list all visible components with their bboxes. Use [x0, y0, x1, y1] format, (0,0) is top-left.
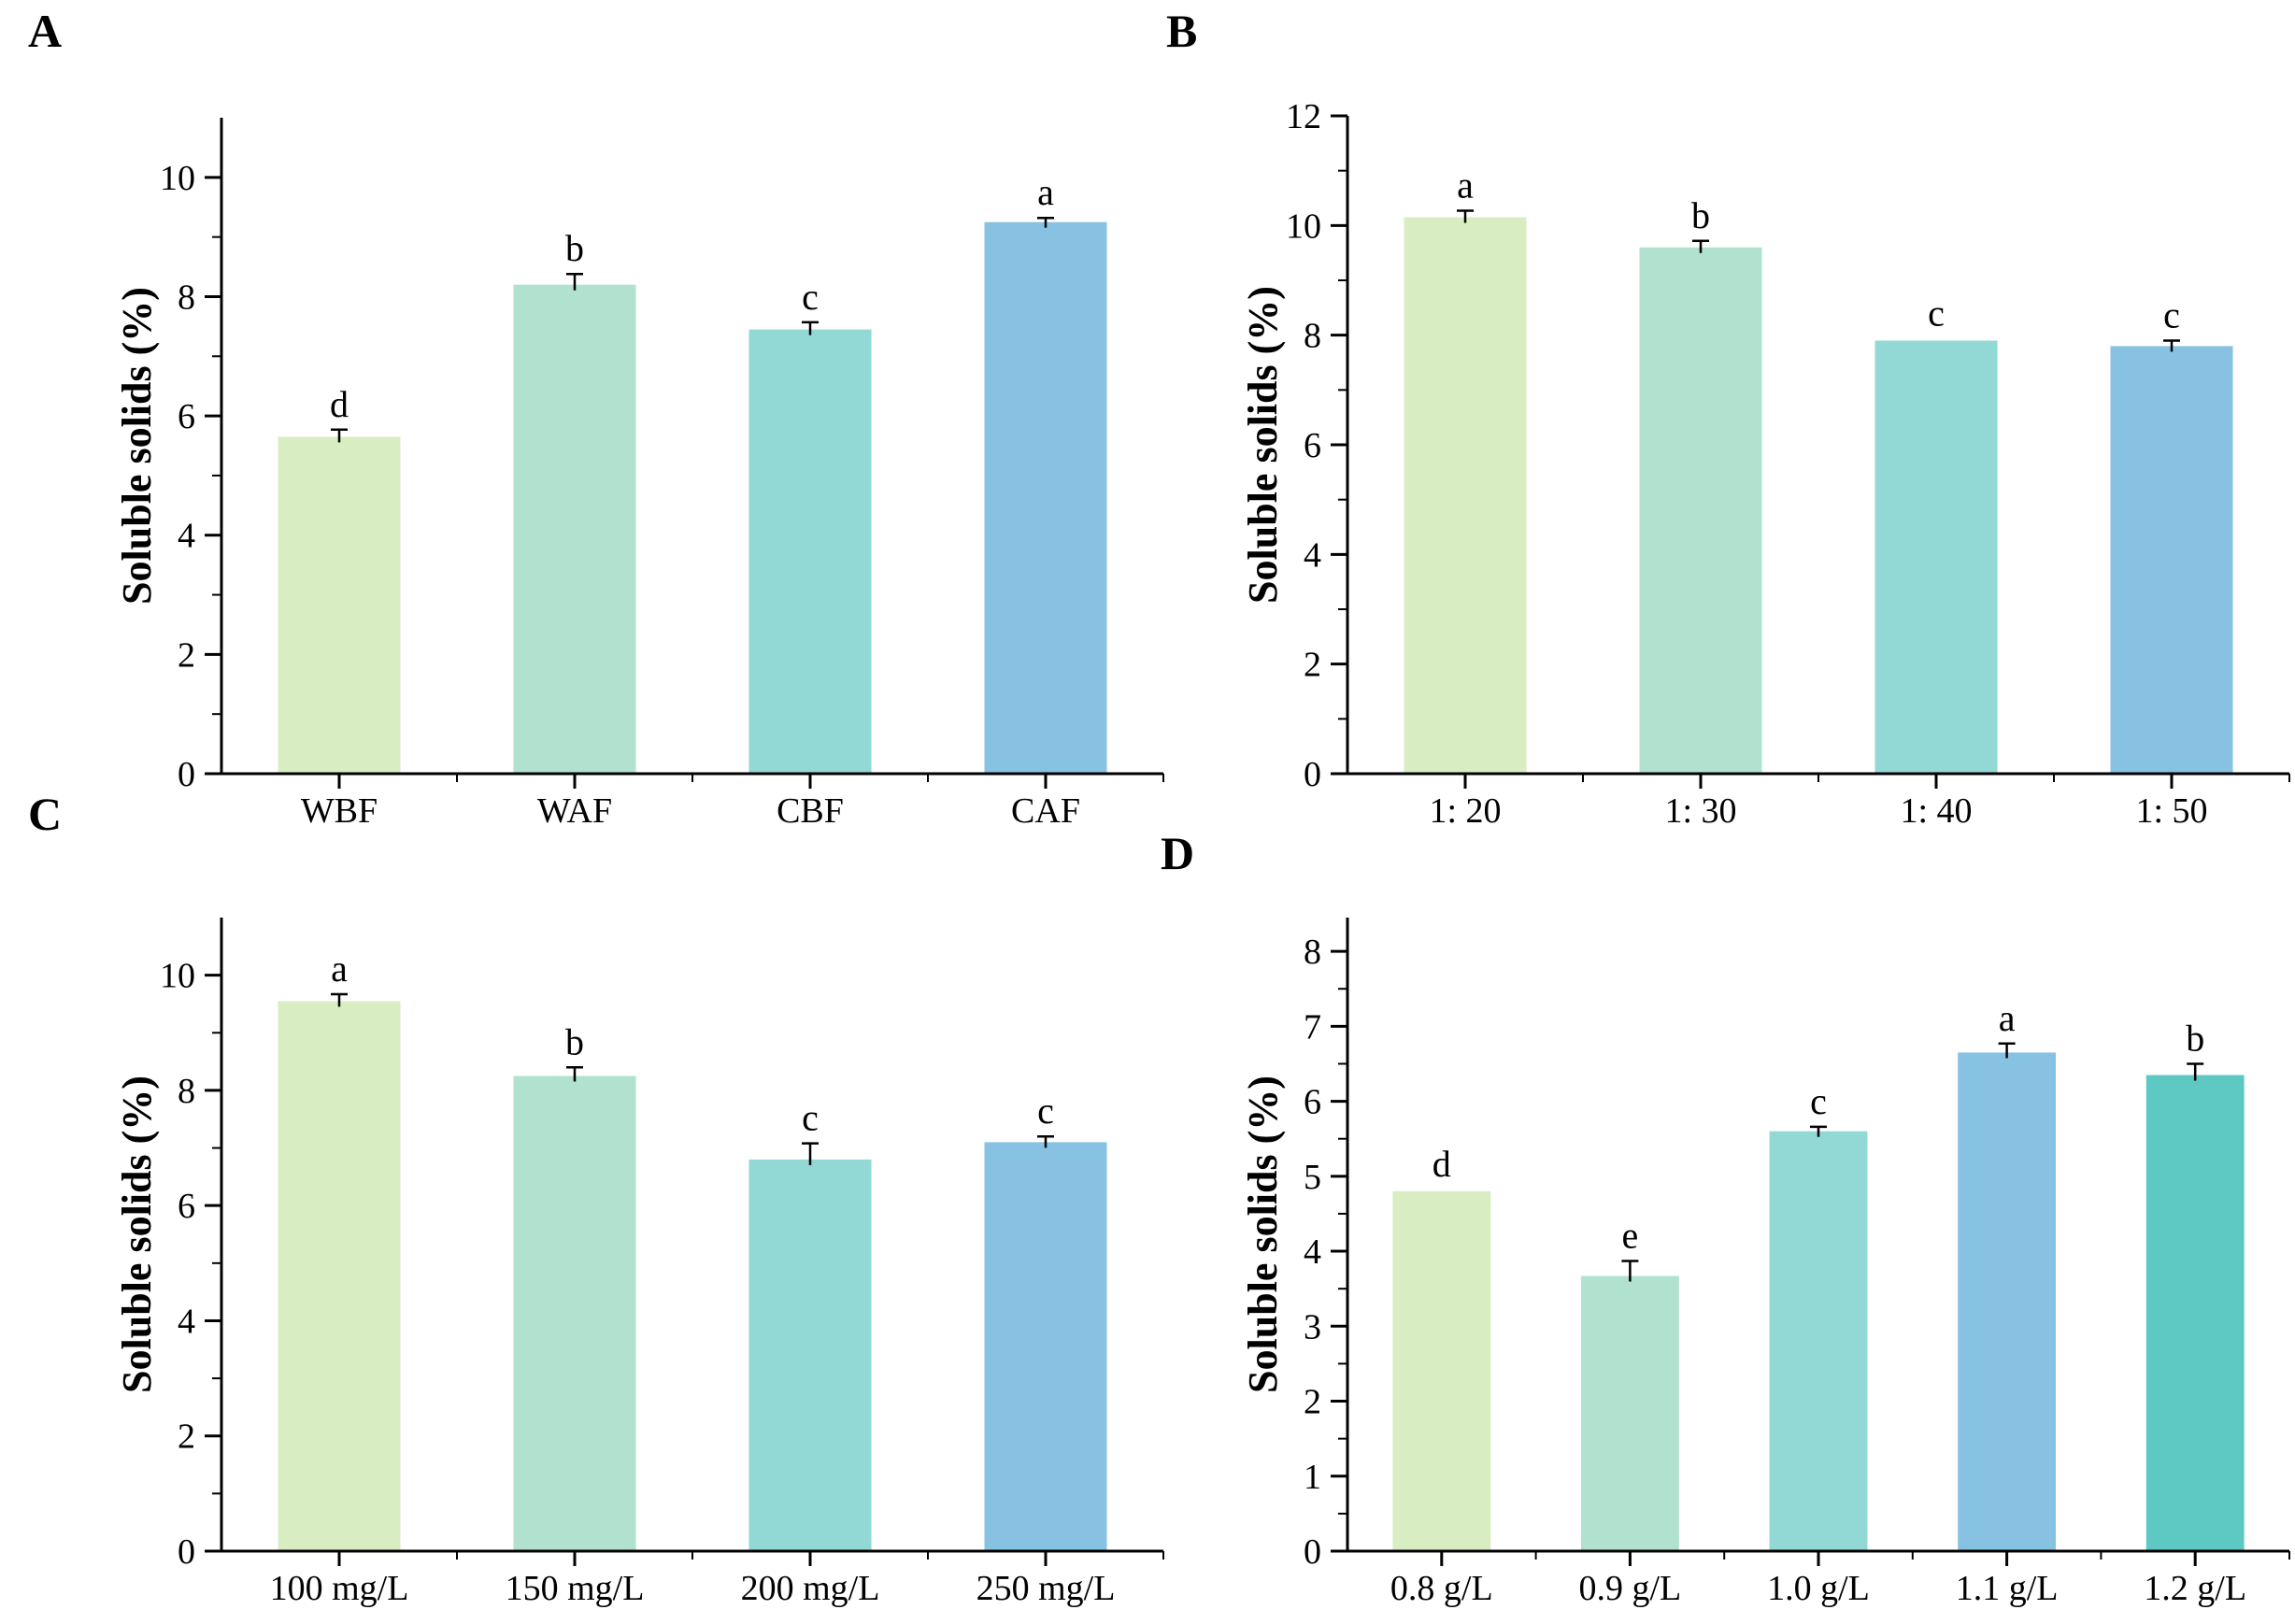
x-tick-label: 0.9 g/L: [1579, 1569, 1682, 1608]
panel-c-chart: a b c c 0 2 4 6 8 10 100 mg/L 150 mg/L 200 mg/L 250 m…: [0, 812, 1164, 1624]
x-tick-label: 150 mg/L: [506, 1569, 645, 1608]
bar-1.2 g/L: [2145, 1075, 2245, 1551]
panel-label-b: B: [1166, 5, 1198, 57]
bar-0.8 g/L: [1392, 1190, 1491, 1551]
bar-CAF: [984, 221, 1107, 774]
bar-1：40: [1874, 340, 1998, 774]
y-tick-label: 6: [1304, 1083, 1321, 1122]
bar-1：20: [1404, 217, 1527, 775]
y-tick-label: 6: [178, 1187, 195, 1226]
x-tick-label: 200 mg/L: [741, 1569, 880, 1608]
y-tick-label: 8: [178, 278, 195, 317]
y-tick-label: 10: [160, 159, 195, 198]
x-tick-label: 1.1 g/L: [1956, 1569, 2059, 1608]
y-tick-label: 10: [160, 957, 195, 996]
x-tick-label: 100 mg/L: [270, 1569, 409, 1608]
x-tick-label: 1: 30: [1664, 791, 1736, 831]
significance-letter: a: [1037, 171, 1054, 213]
significance-letter: b: [565, 227, 584, 269]
y-tick-label: 2: [178, 1417, 195, 1457]
significance-letter: c: [1810, 1080, 1827, 1122]
bar-1：50: [2110, 346, 2233, 774]
x-tick-label: 1: 20: [1429, 791, 1501, 831]
significance-letter: a: [331, 947, 348, 990]
significance-letter: d: [330, 383, 349, 425]
panel-d-chart: d e c a b 0 1 2 3 4 5 6 7 8 0.8 g/L 0.9 g/L 1.0 g/L 1.1 g…: [1148, 812, 2295, 1624]
y-tick-label: 6: [178, 397, 195, 436]
y-axis-title: Soluble solids (%): [1240, 286, 1286, 604]
x-tick-label: 250 mg/L: [976, 1569, 1116, 1608]
bar-1：30: [1639, 247, 1762, 774]
y-tick-label: 6: [1304, 426, 1321, 465]
y-axis-title: Soluble solids (%): [1240, 1076, 1286, 1393]
y-tick-label: 8: [1304, 317, 1321, 356]
significance-letter: e: [1622, 1214, 1639, 1256]
significance-letter: a: [1457, 164, 1474, 206]
significance-letter: b: [2186, 1017, 2204, 1059]
bar-chart-d: d e c a b 0 1 2 3 4 5 6 7 8 0.8 g/L 0.9 g/L 1.0 g/L 1.1 g…: [1240, 918, 2290, 1608]
panel-label-d: D: [1161, 827, 1195, 879]
bar-250 mg/L: [984, 1142, 1107, 1551]
y-tick-label: 0: [178, 755, 195, 794]
bar-200 mg/L: [748, 1159, 872, 1551]
significance-letter: a: [1999, 997, 2016, 1039]
y-tick-label: 2: [1304, 1383, 1321, 1422]
y-tick-label: 2: [1304, 646, 1321, 685]
y-tick-label: 1: [1304, 1458, 1321, 1497]
y-tick-label: 8: [178, 1072, 195, 1111]
y-tick-label: 4: [178, 517, 195, 556]
y-tick-label: 0: [1304, 755, 1321, 794]
x-tick-label: 0.8 g/L: [1390, 1569, 1493, 1608]
bar-chart-c: a b c c 0 2 4 6 8 10 100 mg/L 150 mg/L 200 mg/L 250 m…: [114, 918, 1164, 1608]
significance-letter: c: [1928, 292, 1945, 335]
y-tick-label: 3: [1304, 1307, 1321, 1346]
significance-letter: b: [565, 1020, 584, 1062]
significance-letter: d: [1433, 1143, 1451, 1185]
y-tick-label: 4: [1304, 1232, 1321, 1272]
x-tick-label: CAF: [1011, 791, 1080, 831]
y-tick-label: 2: [178, 635, 195, 675]
y-tick-label: 10: [1286, 207, 1321, 246]
bar-WBF: [278, 436, 401, 774]
x-tick-label: 1.0 g/L: [1767, 1569, 1870, 1608]
significance-letter: c: [1037, 1090, 1054, 1132]
y-tick-label: 4: [178, 1302, 195, 1341]
y-tick-label: 8: [1304, 933, 1321, 972]
significance-letter: c: [802, 1097, 819, 1139]
bar-100 mg/L: [278, 1001, 401, 1551]
bar-1.0 g/L: [1769, 1131, 1868, 1551]
y-axis-title: Soluble solids (%): [114, 1076, 160, 1393]
x-tick-label: 1.2 g/L: [2144, 1569, 2246, 1608]
significance-letter: c: [2163, 294, 2180, 336]
x-tick-label: WBF: [301, 791, 378, 831]
panel-label-c: C: [28, 788, 63, 840]
x-tick-label: 1: 50: [2135, 791, 2207, 831]
x-tick-label: CBF: [777, 791, 844, 831]
y-tick-label: 0: [178, 1532, 195, 1572]
bar-chart-b: a b c c 0 2 4 6 8 10 12 1: 20 1: 30 1: 40 1: 50 Soluble…: [1240, 97, 2290, 831]
significance-letter: c: [802, 276, 819, 318]
y-tick-label: 5: [1304, 1158, 1321, 1197]
bar-CBF: [748, 329, 872, 774]
y-axis-title: Soluble solids (%): [114, 287, 160, 605]
panel-b-chart: a b c c 0 2 4 6 8 10 12 1: 20 1: 30 1: 40 1: 50 Soluble…: [1148, 0, 2295, 831]
bar-1.1 g/L: [1958, 1052, 2057, 1551]
y-tick-label: 12: [1286, 97, 1321, 136]
x-tick-label: 1: 40: [1900, 791, 1972, 831]
bar-WAF: [513, 284, 636, 774]
significance-letter: b: [1691, 194, 1710, 236]
y-tick-label: 4: [1304, 535, 1321, 575]
x-tick-label: WAF: [537, 791, 612, 831]
bar-0.9 g/L: [1580, 1275, 1679, 1551]
panel-a-chart: d b c a 0 2 4 6 8 10 WBF WAF CBF CAF Soluble solids (%…: [0, 0, 1164, 831]
bar-150 mg/L: [513, 1076, 636, 1551]
y-tick-label: 7: [1304, 1007, 1321, 1047]
bar-chart-a: d b c a 0 2 4 6 8 10 WBF WAF CBF CAF Soluble solids (%…: [114, 118, 1164, 831]
panel-label-a: A: [28, 5, 63, 57]
y-tick-label: 0: [1304, 1532, 1321, 1572]
